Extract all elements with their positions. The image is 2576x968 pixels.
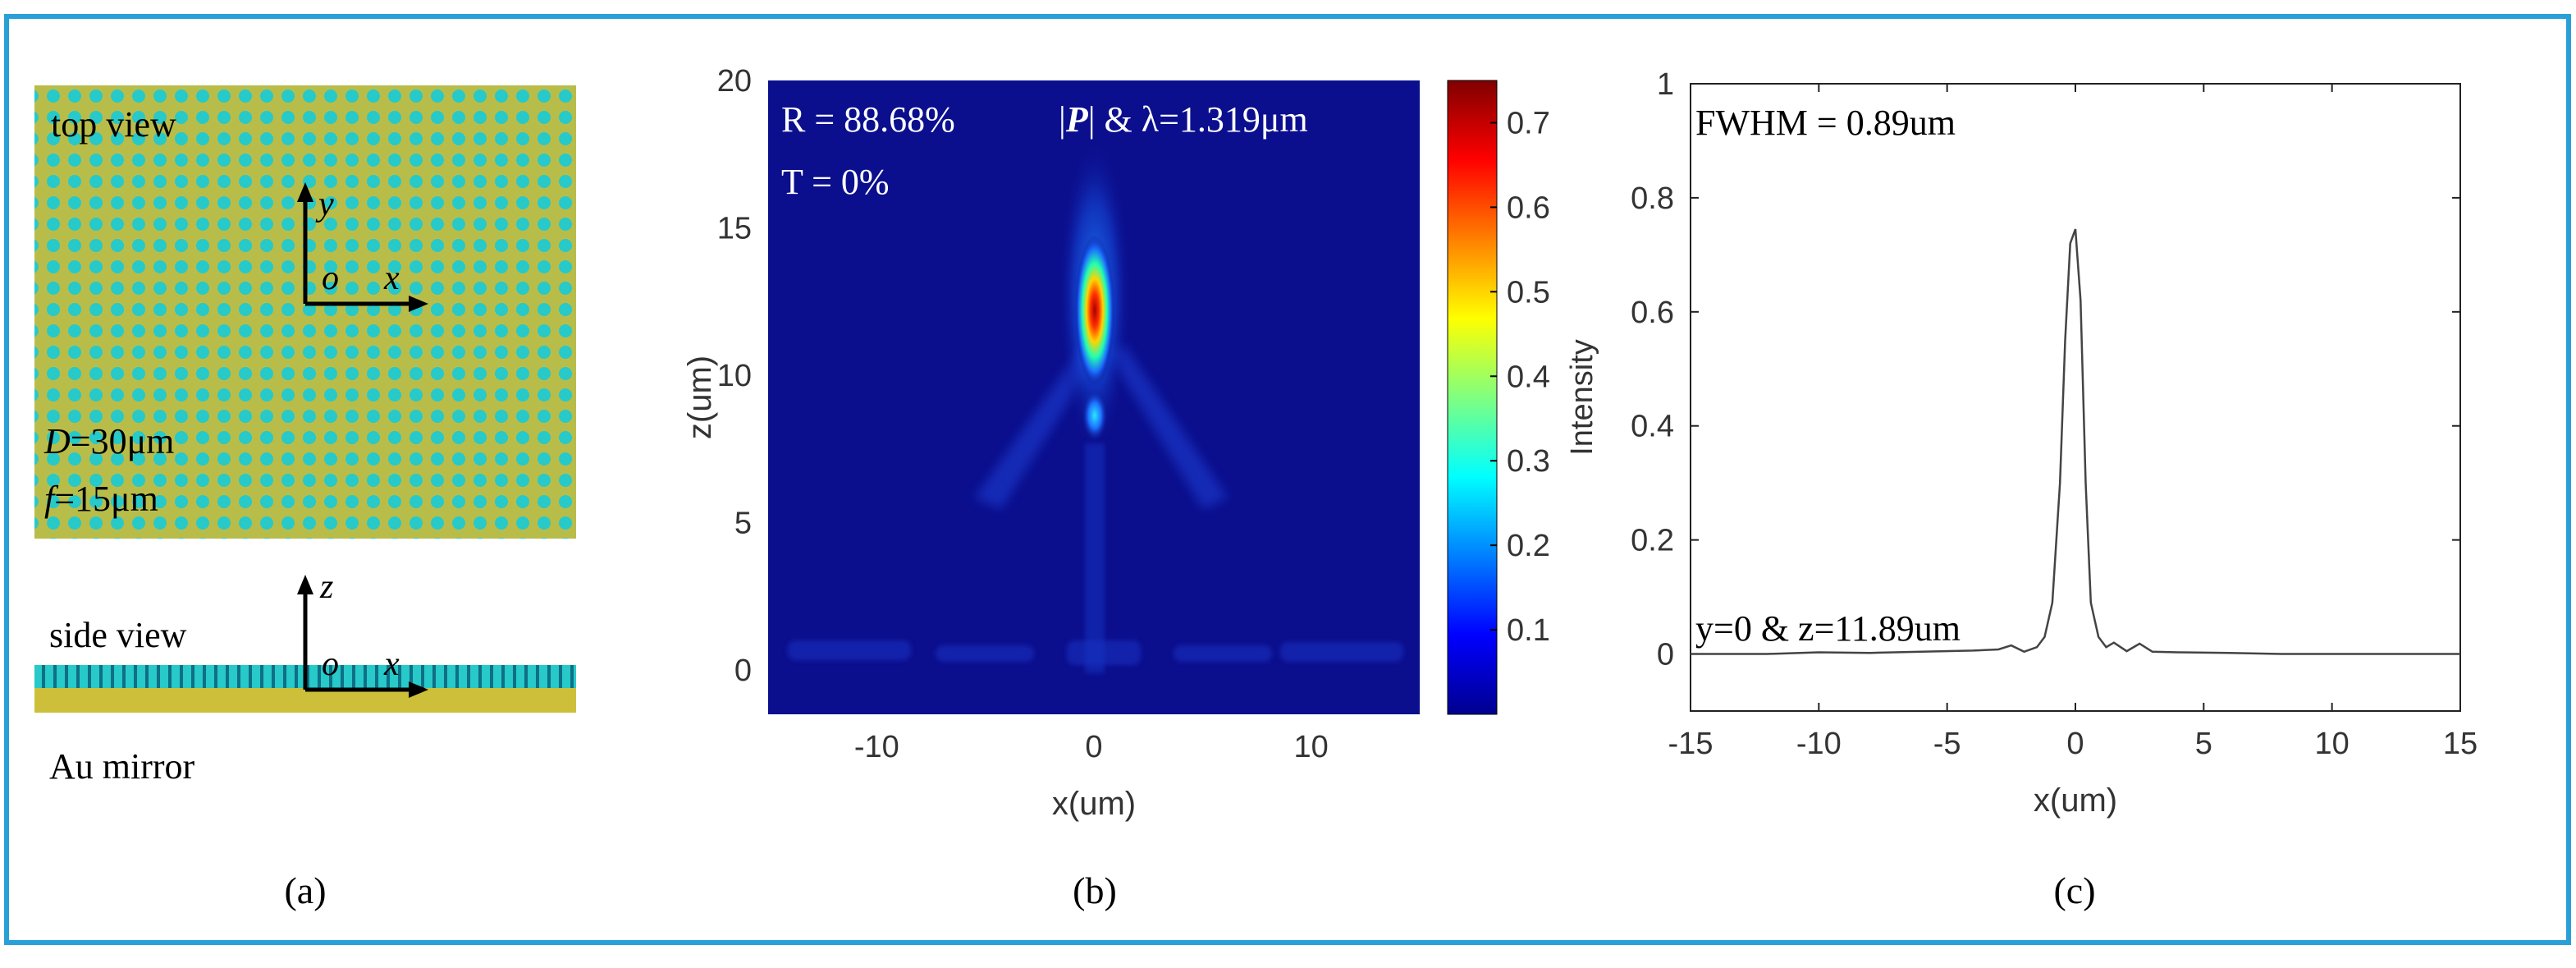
panel-c: -15 -10 -5 0 5 10 15 0 0.2 0.4 0.6 0.8 1 x(um) FWHM =… (1631, 67, 2478, 911)
top-view-axes (303, 195, 415, 306)
heatmap-xtick-label: 0 (1085, 730, 1102, 764)
caption-a: (a) (284, 869, 326, 911)
colorbar-tick-label: 0.6 (1507, 190, 1550, 225)
lineplot-ytick-label: 0.6 (1631, 296, 1674, 330)
heatmap-annotation-R: R = 88.68% (781, 99, 955, 140)
colorbar-tick-label: 0.3 (1507, 444, 1550, 479)
annotation-P-pre: | (1059, 99, 1066, 140)
side-axis-origin-label: o (322, 645, 339, 683)
x-arrowhead (409, 296, 428, 312)
side-view-axes (303, 590, 415, 692)
lineplot-xtick-label: 5 (2195, 727, 2212, 761)
y-arrowhead (297, 182, 313, 202)
lineplot-xtick-label: -5 (1933, 727, 1961, 761)
annotation-P-bold: P (1065, 99, 1089, 140)
heatmap-ytick-label: 20 (717, 64, 752, 99)
caption-c: (c) (2053, 869, 2095, 911)
caption-b: (b) (1073, 869, 1117, 911)
heatmap-annotation-P: |P| & λ=1.319μm (1059, 99, 1308, 140)
side-axis-x-label: x (383, 645, 400, 683)
heatmap-ytick-label: 0 (734, 654, 752, 688)
top-axis-x-label: x (383, 259, 400, 297)
heatmap-annotation-T: T = 0% (781, 162, 890, 202)
top-view-label: top view (51, 104, 176, 145)
diameter-label: D=30μm (43, 421, 174, 461)
focal-value: =15μm (54, 479, 158, 519)
lineplot-xtick-label: 15 (2443, 727, 2478, 761)
secondary-spot (1082, 389, 1108, 442)
lineplot-xtick-label: 10 (2315, 727, 2350, 761)
lineplot-annotation-fwhm: FWHM = 0.89um (1695, 103, 1956, 143)
colorbar-tick-label: 0.4 (1507, 360, 1550, 394)
colorbar-tick-label: 0.1 (1507, 613, 1550, 648)
side-x-arrowhead (409, 681, 428, 698)
lineplot-ytick-label: 0 (1657, 638, 1674, 672)
annotation-P-post: | & λ=1.319μm (1088, 99, 1308, 140)
metasurface-top-view (34, 85, 576, 539)
colorbar-label: Intensity (1565, 339, 1599, 456)
heatmap-axes: -10 0 10 0 5 10 15 20 x(um) z(um) (682, 64, 1329, 822)
lineplot-xtick-label: 0 (2066, 727, 2084, 761)
lineplot-xtick-label: -15 (1668, 727, 1714, 761)
heatmap-ytick-label: 10 (717, 359, 752, 393)
lineplot-ytick-label: 0.4 (1631, 410, 1674, 444)
heatmap-ytick-label: 15 (717, 212, 752, 246)
heatmap-ylabel: z(um) (682, 356, 718, 439)
lineplot-xtick-label: -10 (1796, 727, 1842, 761)
colorbar-tick-label: 0.5 (1507, 275, 1550, 310)
lineplot-ytick-label: 0.8 (1631, 181, 1674, 216)
gold-substrate (34, 688, 576, 713)
diameter-var: D (43, 421, 71, 461)
heatmap-xlabel: x(um) (1052, 786, 1136, 822)
lineplot-ytick-label: 1 (1657, 67, 1674, 102)
panel-a: top view y o x D=30μm f=15μm side view z… (34, 85, 576, 911)
focal-spot (1075, 235, 1114, 386)
top-axis-origin-label: o (322, 259, 339, 297)
focal-label: f=15μm (44, 479, 158, 519)
colorbar-ticks: 0.7 0.6 0.5 0.4 0.3 0.2 0.1 (1490, 106, 1550, 648)
beam-stalk (1085, 443, 1105, 673)
lineplot-annotation-line: y=0 & z=11.89um (1695, 608, 1961, 649)
top-axis-y-label: y (315, 186, 334, 223)
heatmap-xtick-label: 10 (1294, 730, 1329, 764)
colorbar-tick-label: 0.7 (1507, 106, 1550, 140)
lineplot-axes: -15 -10 -5 0 5 10 15 0 0.2 0.4 0.6 0.8 1 x(um) (1631, 67, 2478, 819)
panel-b: -10 0 10 0 5 10 15 20 x(um) z(um) R = 88.68% |P| … (682, 64, 1599, 911)
side-view-label: side view (49, 615, 187, 655)
lineplot-xlabel: x(um) (2034, 782, 2117, 819)
intensity-line (1691, 228, 2460, 655)
lineplot-frame (1690, 83, 2461, 712)
z-arrowhead (297, 575, 313, 594)
mirror-label: Au mirror (49, 746, 195, 787)
diameter-value: =30μm (71, 421, 175, 461)
colorbar (1447, 80, 1498, 715)
side-axis-z-label: z (319, 568, 333, 606)
heatmap-xtick-label: -10 (854, 730, 899, 764)
heatmap-features (788, 140, 1403, 673)
colorbar-tick-label: 0.2 (1507, 529, 1550, 563)
beam-right (1108, 345, 1228, 509)
heatmap-ytick-label: 5 (734, 507, 752, 541)
lineplot-ytick-label: 0.2 (1631, 524, 1674, 558)
